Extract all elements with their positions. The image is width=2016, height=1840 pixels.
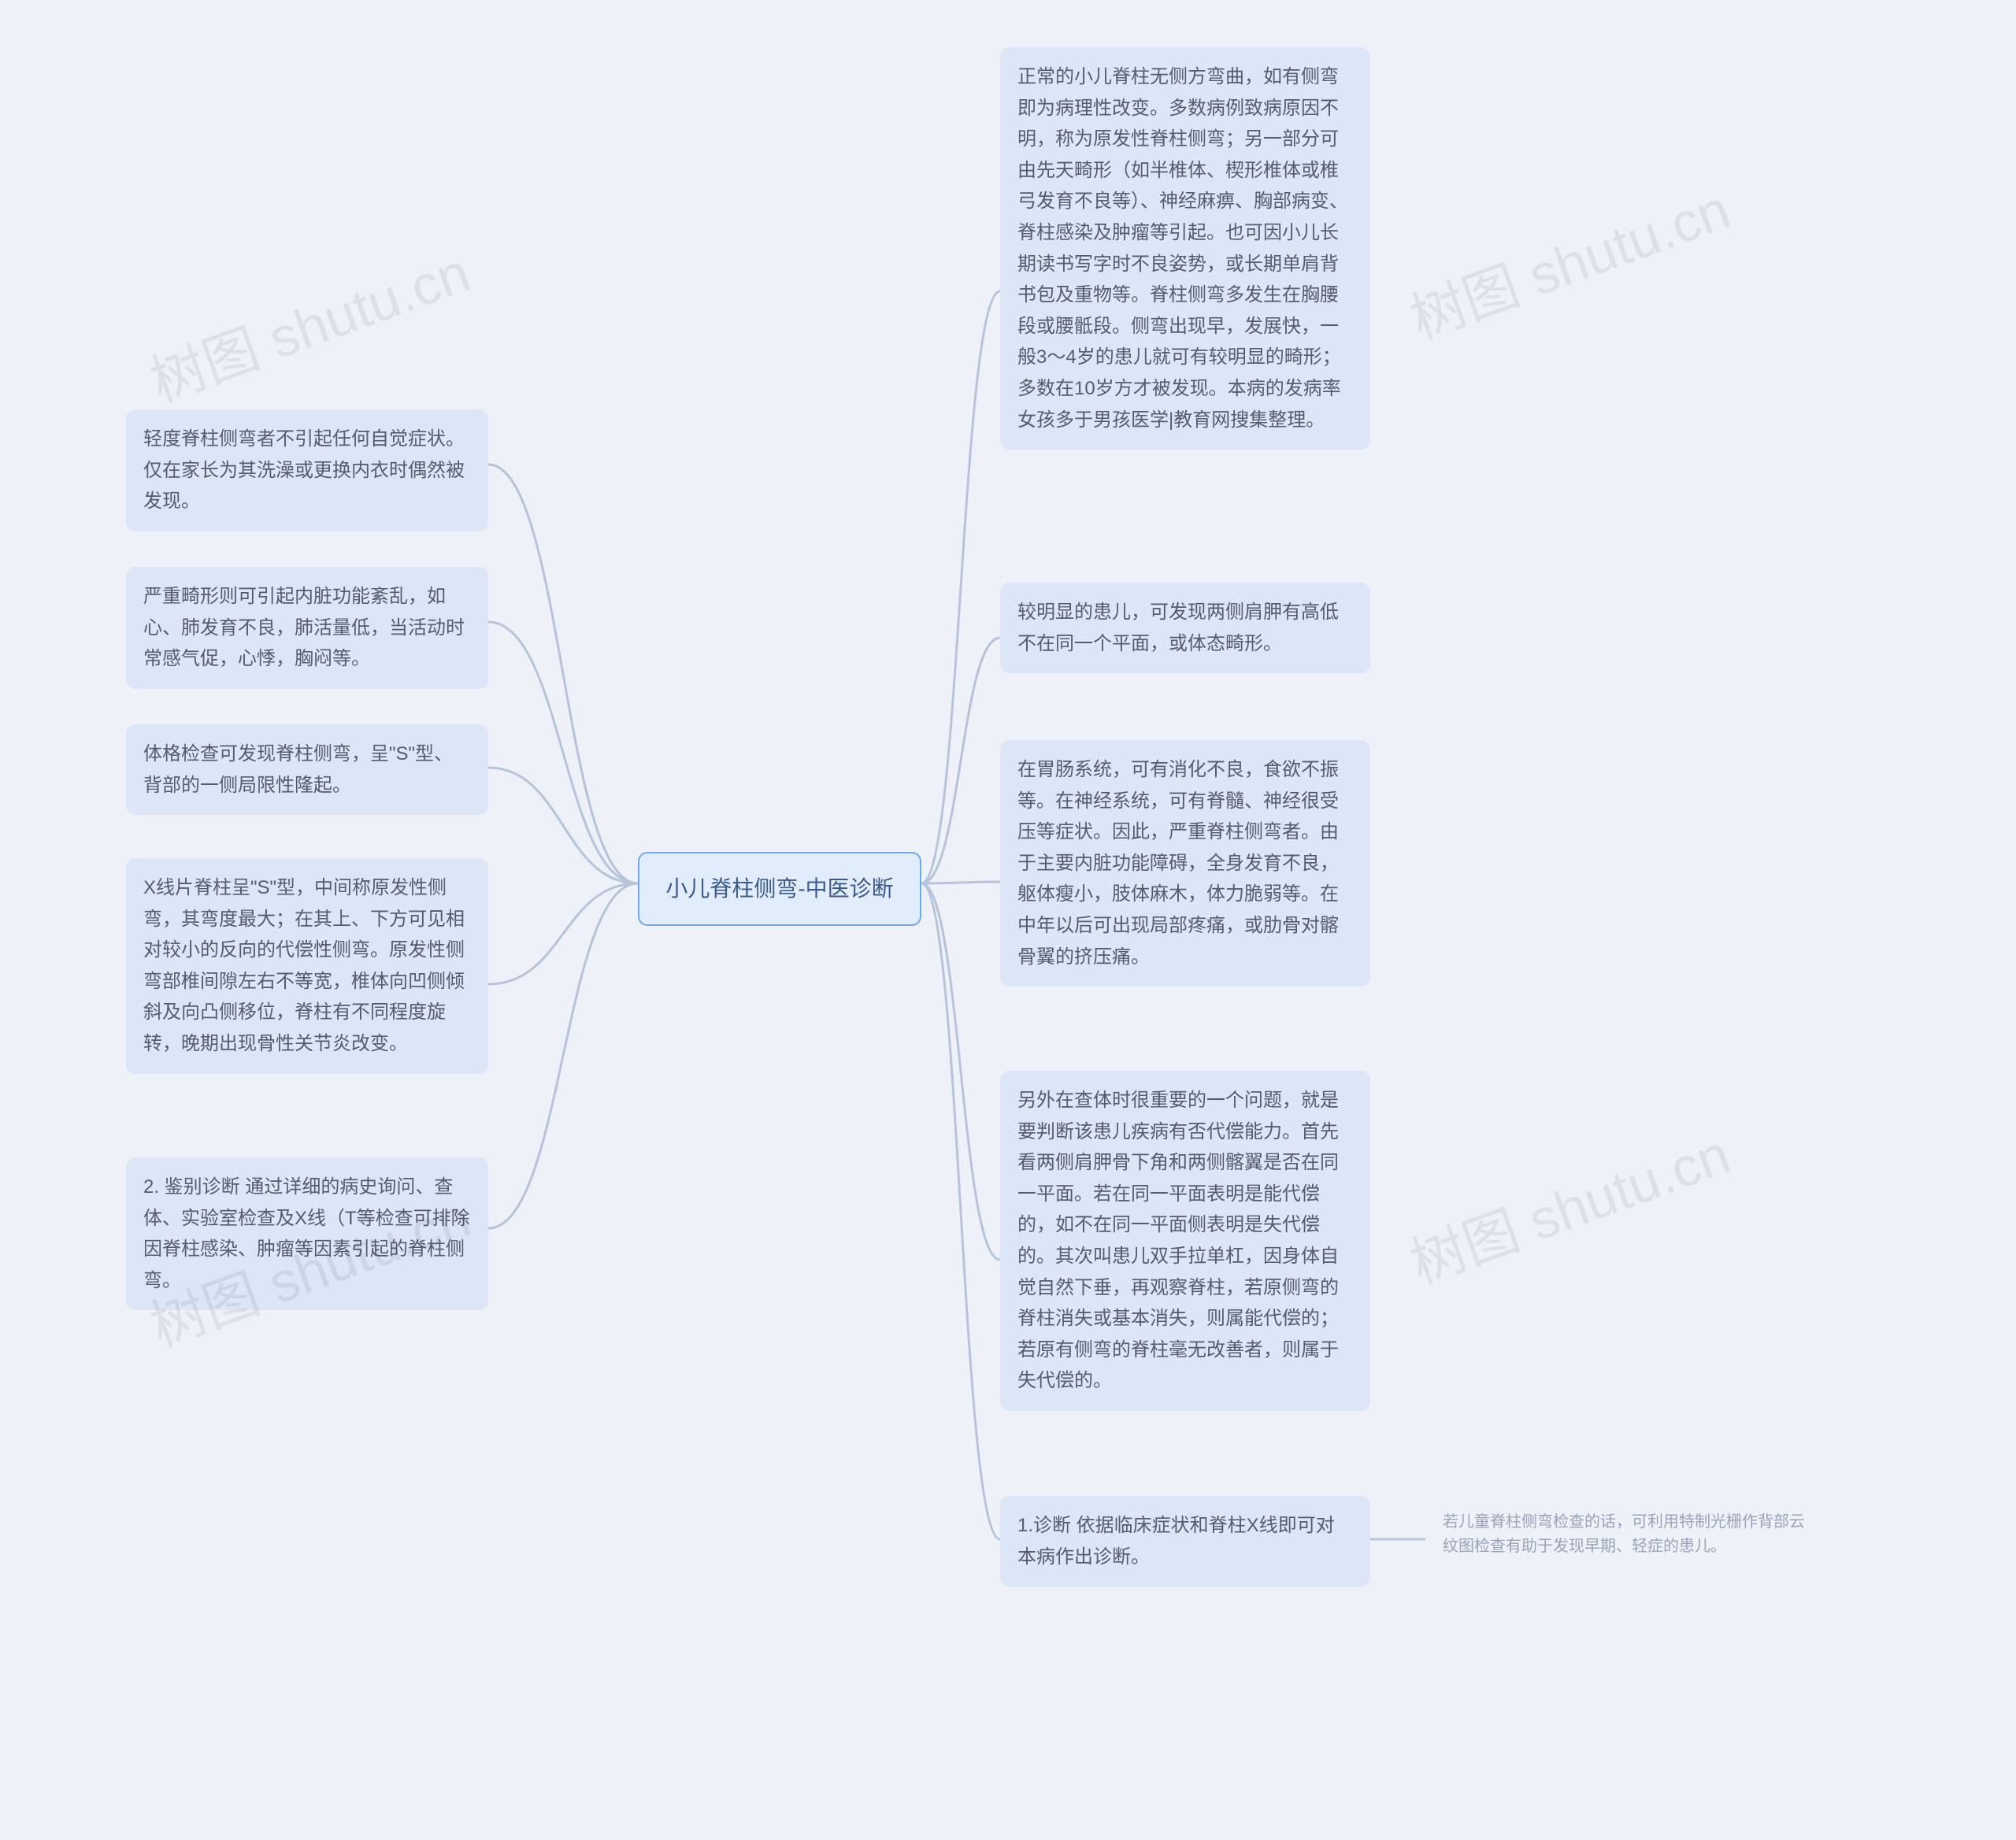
left-node-2: 体格检查可发现脊柱侧弯，呈"S"型、背部的一侧局限性隆起。 [126, 724, 488, 815]
watermark-1: 树图 shutu.cn [1399, 166, 1740, 355]
right-node-0: 正常的小儿脊柱无侧方弯曲，如有侧弯即为病理性改变。多数病例致病原因不明，称为原发… [1000, 47, 1370, 450]
right-node-4: 1.诊断 依据临床症状和脊柱X线即可对本病作出诊断。 [1000, 1496, 1370, 1586]
right-node-1: 较明显的患儿，可发现两侧肩胛有高低不在同一个平面，或体态畸形。 [1000, 583, 1370, 673]
left-node-4: 2. 鉴别诊断 通过详细的病史询问、查体、实验室检查及X线（T等检查可排除因脊柱… [126, 1157, 488, 1310]
watermark-3: 树图 shutu.cn [1399, 1111, 1740, 1300]
left-node-1: 严重畸形则可引起内脏功能紊乱，如心、肺发育不良，肺活量低，当活动时常感气促，心悸… [126, 567, 488, 689]
watermark-0: 树图 shutu.cn [139, 229, 480, 418]
left-node-0: 轻度脊柱侧弯者不引起任何自觉症状。仅在家长为其洗澡或更换内衣时偶然被发现。 [126, 409, 488, 531]
center-node: 小儿脊柱侧弯-中医诊断 [638, 852, 921, 926]
left-node-3: X线片脊柱呈"S"型，中间称原发性侧弯，其弯度最大；在其上、下方可见相对较小的反… [126, 858, 488, 1074]
right-node-3: 另外在查体时很重要的一个问题，就是要判断该患儿疾病有否代偿能力。首先看两侧肩胛骨… [1000, 1071, 1370, 1411]
right-node-4-child: 若儿童脊柱侧弯检查的话，可利用特制光栅作背部云纹图检查有助于发现早期、轻症的患儿… [1425, 1496, 1835, 1573]
right-node-2: 在胃肠系统，可有消化不良，食欲不振等。在神经系统，可有脊髓、神经很受压等症状。因… [1000, 740, 1370, 987]
